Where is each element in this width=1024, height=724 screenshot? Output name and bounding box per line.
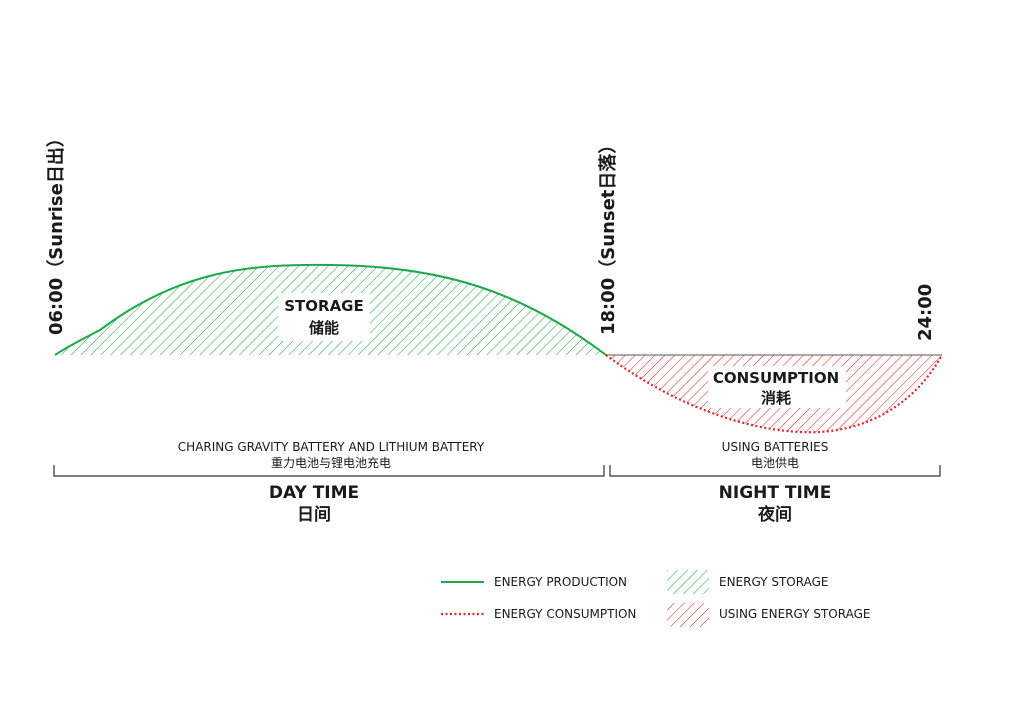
storage-label-box bbox=[278, 293, 370, 341]
storage-label-cn: 储能 bbox=[309, 319, 339, 337]
day-bracket bbox=[53, 465, 605, 477]
legend: ENERGY PRODUCTION ENERGY CONSUMPTION ENE… bbox=[441, 570, 870, 627]
night-bracket bbox=[609, 465, 941, 477]
storage-label: STORAGE bbox=[284, 297, 364, 315]
legend-using-storage-label: USING ENERGY STORAGE bbox=[719, 607, 870, 621]
consumption-curve bbox=[605, 354, 943, 434]
legend-consumption-label: ENERGY CONSUMPTION bbox=[494, 607, 636, 621]
day-description: CHARING GRAVITY BATTERY AND LITHIUM BATT… bbox=[178, 440, 485, 454]
night-description: USING BATTERIES bbox=[722, 440, 829, 454]
midnight-time-label: 24:00 bbox=[915, 284, 936, 341]
production-curve bbox=[54, 263, 607, 356]
day-description-cn: 重力电池与锂电池充电 bbox=[271, 455, 391, 470]
night-time-title: NIGHT TIME bbox=[719, 483, 832, 503]
legend-production-label: ENERGY PRODUCTION bbox=[494, 575, 627, 589]
consumption-label-box bbox=[708, 366, 846, 408]
sunset-time-label: 18:00（Sunset日落） bbox=[598, 136, 619, 335]
day-time-title-cn: 日间 bbox=[297, 504, 331, 525]
legend-storage-label: ENERGY STORAGE bbox=[719, 575, 828, 589]
legend-using-storage-swatch bbox=[667, 603, 709, 627]
consumption-label-cn: 消耗 bbox=[761, 389, 791, 407]
night-time-title-cn: 夜间 bbox=[757, 504, 792, 525]
day-time-title: DAY TIME bbox=[269, 483, 359, 503]
legend-storage-swatch bbox=[667, 570, 709, 594]
consumption-label: CONSUMPTION bbox=[713, 369, 839, 387]
night-description-cn: 电池供电 bbox=[751, 456, 799, 470]
sunrise-time-label: 06:00（Sunrise日出） bbox=[45, 129, 67, 335]
